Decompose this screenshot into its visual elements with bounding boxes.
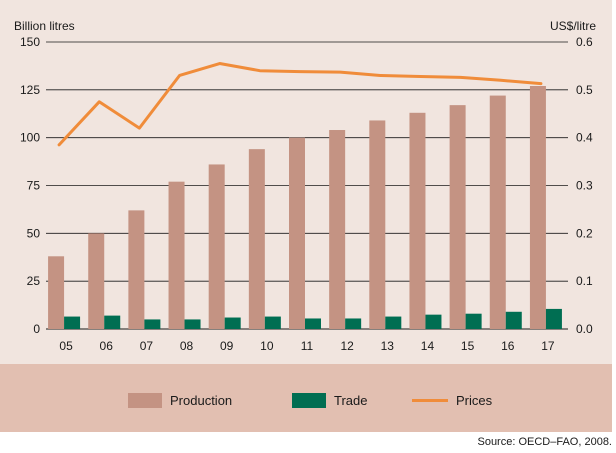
trade-bar <box>224 317 241 329</box>
source-note: Source: OECD–FAO, 2008. <box>477 436 612 448</box>
production-bar <box>88 233 105 329</box>
y-tick-label: 0 <box>33 322 40 336</box>
production-bar <box>449 105 466 329</box>
trade-bar <box>305 318 321 329</box>
y2-tick-label: 0.2 <box>576 226 593 240</box>
bar-line-chart: Billion litres US$/litre 0 25 50 75 100 125 15… <box>14 19 596 353</box>
production-bar <box>48 256 65 329</box>
y-tick-label: 50 <box>27 226 41 240</box>
y-tick-label: 125 <box>20 83 40 97</box>
x-tick-label: 11 <box>301 339 314 353</box>
y2-tick-label: 0.3 <box>576 179 593 193</box>
y2-tick-label: 0.5 <box>576 83 593 97</box>
x-tick-label: 07 <box>140 339 154 353</box>
y2-tick-label: 0.0 <box>576 322 593 336</box>
prices-line <box>57 62 543 147</box>
y-tick-label: 100 <box>20 131 40 145</box>
legend-label-trade: Trade <box>334 392 368 408</box>
y2-axis-label: US$/litre <box>550 19 596 33</box>
production-bar <box>248 149 265 329</box>
production-bar <box>289 137 305 329</box>
production-bar <box>128 210 145 329</box>
y-tick-label: 150 <box>20 35 40 49</box>
legend-label-production: Production <box>170 392 233 408</box>
y-tick-label: 25 <box>27 274 41 288</box>
y2-tick-label: 0.6 <box>576 35 593 49</box>
x-tick-label: 17 <box>541 339 555 353</box>
trade-bar <box>64 316 81 329</box>
trade-bar <box>144 319 161 329</box>
x-tick-label: 15 <box>461 339 475 353</box>
legend-item-production: Production <box>128 392 232 408</box>
trade-bar <box>545 308 562 329</box>
x-tick-label: 06 <box>100 339 114 353</box>
x-tick-label: 13 <box>381 339 395 353</box>
x-tick-label: 09 <box>220 339 234 353</box>
trade-bar <box>184 319 201 329</box>
trade-bar <box>345 318 362 329</box>
legend: Production Trade Prices <box>0 364 612 432</box>
legend-label-prices: Prices <box>456 392 493 408</box>
x-tick-label: 12 <box>340 339 354 353</box>
production-bar <box>168 181 185 329</box>
production-bar <box>409 112 426 329</box>
trade-bar <box>505 311 522 329</box>
y-axis-label: Billion litres <box>14 19 75 33</box>
x-tick-label: 14 <box>421 339 435 353</box>
production-bar <box>329 130 346 329</box>
y-tick-label: 75 <box>27 179 41 193</box>
legend-swatch-production <box>128 392 162 408</box>
trade-bar <box>264 316 281 329</box>
production-bar <box>208 164 225 329</box>
y2-tick-label: 0.1 <box>576 274 593 288</box>
x-tick-label: 05 <box>59 339 73 353</box>
production-bar <box>489 95 506 329</box>
legend-item-prices: Prices <box>412 392 492 408</box>
x-tick-label: 16 <box>501 339 515 353</box>
x-tick-label: 10 <box>260 339 274 353</box>
trade-bar <box>385 316 402 329</box>
production-bar <box>369 120 386 330</box>
production-bar <box>529 86 546 329</box>
legend-item-trade: Trade <box>292 392 367 408</box>
trade-bar <box>465 313 482 329</box>
x-tick-label: 08 <box>180 339 194 353</box>
chart-panel: Billion litres US$/litre 0 25 50 75 100 125 15… <box>0 0 612 432</box>
trade-bar <box>104 315 121 329</box>
legend-swatch-trade <box>292 392 326 408</box>
y2-tick-label: 0.4 <box>576 131 593 145</box>
trade-bar <box>425 314 442 329</box>
legend-swatch-prices <box>412 398 448 402</box>
